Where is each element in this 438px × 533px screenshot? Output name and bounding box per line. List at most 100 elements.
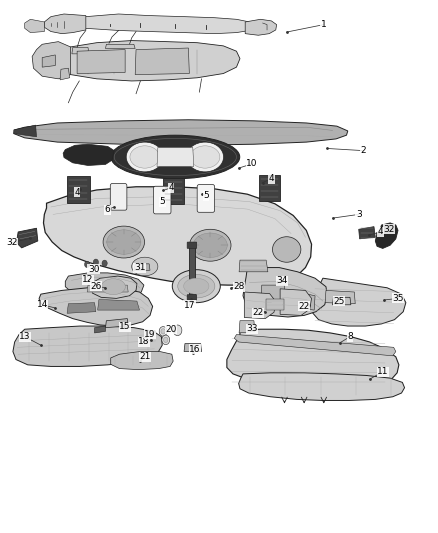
FancyBboxPatch shape bbox=[189, 247, 194, 297]
Text: 12: 12 bbox=[82, 275, 94, 284]
Ellipse shape bbox=[103, 226, 145, 258]
Ellipse shape bbox=[190, 146, 220, 168]
Circle shape bbox=[161, 329, 165, 334]
Polygon shape bbox=[77, 50, 125, 74]
Ellipse shape bbox=[132, 257, 158, 276]
Polygon shape bbox=[65, 273, 144, 298]
Text: 21: 21 bbox=[139, 352, 151, 361]
Polygon shape bbox=[234, 335, 396, 356]
Polygon shape bbox=[42, 55, 55, 67]
Polygon shape bbox=[243, 268, 327, 317]
Polygon shape bbox=[261, 285, 286, 304]
Circle shape bbox=[173, 325, 182, 336]
Polygon shape bbox=[75, 14, 254, 34]
Text: 26: 26 bbox=[90, 281, 102, 290]
Polygon shape bbox=[239, 321, 255, 333]
Text: 5: 5 bbox=[159, 197, 165, 206]
Text: 34: 34 bbox=[277, 276, 288, 285]
Ellipse shape bbox=[184, 278, 209, 294]
Polygon shape bbox=[43, 187, 311, 285]
Ellipse shape bbox=[130, 146, 159, 168]
FancyBboxPatch shape bbox=[187, 242, 197, 248]
Text: 22: 22 bbox=[253, 308, 264, 317]
Polygon shape bbox=[72, 47, 89, 54]
Polygon shape bbox=[184, 344, 201, 352]
Polygon shape bbox=[245, 19, 277, 35]
Polygon shape bbox=[106, 319, 128, 328]
Polygon shape bbox=[259, 175, 280, 200]
Polygon shape bbox=[106, 44, 135, 49]
Text: 30: 30 bbox=[88, 265, 99, 273]
Polygon shape bbox=[16, 228, 38, 248]
Text: 33: 33 bbox=[246, 324, 258, 333]
Ellipse shape bbox=[193, 233, 227, 257]
Polygon shape bbox=[63, 144, 114, 165]
Polygon shape bbox=[359, 227, 375, 239]
Polygon shape bbox=[98, 300, 140, 310]
Polygon shape bbox=[375, 223, 398, 248]
Text: 8: 8 bbox=[347, 332, 353, 341]
Polygon shape bbox=[14, 120, 348, 146]
Circle shape bbox=[163, 337, 168, 343]
Text: 22: 22 bbox=[299, 302, 310, 311]
Text: 19: 19 bbox=[144, 329, 156, 338]
FancyBboxPatch shape bbox=[153, 186, 171, 214]
FancyBboxPatch shape bbox=[110, 183, 127, 210]
Text: 1: 1 bbox=[321, 20, 327, 29]
Text: 18: 18 bbox=[138, 337, 150, 346]
Circle shape bbox=[190, 345, 195, 351]
Text: 35: 35 bbox=[392, 294, 404, 303]
Text: 4: 4 bbox=[74, 188, 80, 197]
Text: 14: 14 bbox=[36, 300, 48, 309]
FancyBboxPatch shape bbox=[197, 184, 215, 212]
Polygon shape bbox=[325, 290, 355, 304]
Text: 17: 17 bbox=[184, 301, 195, 310]
Ellipse shape bbox=[126, 142, 163, 172]
Polygon shape bbox=[39, 288, 152, 326]
Polygon shape bbox=[266, 300, 284, 310]
Text: 2: 2 bbox=[360, 146, 366, 155]
Polygon shape bbox=[288, 290, 315, 310]
Text: 16: 16 bbox=[189, 345, 201, 354]
Circle shape bbox=[159, 327, 167, 336]
Polygon shape bbox=[227, 329, 399, 387]
Polygon shape bbox=[60, 68, 70, 80]
Ellipse shape bbox=[187, 142, 223, 172]
Text: 10: 10 bbox=[246, 159, 258, 168]
Polygon shape bbox=[87, 285, 128, 292]
Text: 20: 20 bbox=[165, 325, 177, 334]
Polygon shape bbox=[58, 41, 240, 81]
Polygon shape bbox=[239, 373, 405, 400]
Polygon shape bbox=[25, 19, 44, 33]
Text: 15: 15 bbox=[120, 322, 131, 331]
Text: 5: 5 bbox=[203, 191, 209, 200]
Ellipse shape bbox=[172, 270, 220, 303]
Polygon shape bbox=[239, 260, 268, 272]
Polygon shape bbox=[311, 278, 406, 326]
Circle shape bbox=[85, 261, 90, 268]
Circle shape bbox=[162, 335, 170, 345]
Polygon shape bbox=[135, 48, 189, 75]
Text: 4: 4 bbox=[378, 228, 383, 237]
Polygon shape bbox=[244, 292, 276, 319]
Ellipse shape bbox=[111, 135, 240, 179]
Polygon shape bbox=[14, 125, 36, 137]
Ellipse shape bbox=[272, 237, 301, 262]
FancyBboxPatch shape bbox=[187, 295, 197, 300]
Polygon shape bbox=[280, 289, 311, 316]
Circle shape bbox=[102, 260, 107, 266]
Polygon shape bbox=[67, 175, 90, 203]
Ellipse shape bbox=[178, 274, 215, 298]
Text: 31: 31 bbox=[134, 263, 145, 272]
Text: 13: 13 bbox=[19, 332, 31, 341]
Ellipse shape bbox=[107, 230, 141, 254]
Polygon shape bbox=[92, 276, 137, 298]
Circle shape bbox=[93, 259, 99, 265]
Text: 6: 6 bbox=[105, 205, 110, 214]
Polygon shape bbox=[32, 42, 71, 79]
Text: 4: 4 bbox=[168, 183, 174, 192]
Polygon shape bbox=[44, 14, 86, 34]
Text: 28: 28 bbox=[233, 282, 244, 291]
Text: 4: 4 bbox=[268, 174, 274, 183]
Polygon shape bbox=[111, 352, 173, 369]
